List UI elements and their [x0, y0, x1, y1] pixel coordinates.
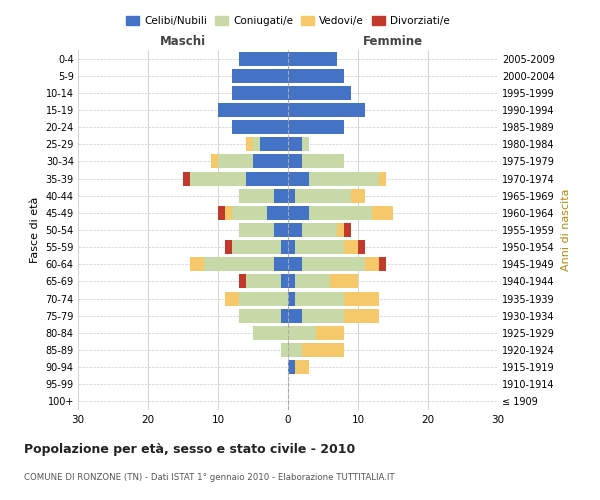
- Bar: [281, 274, 288, 288]
- Bar: [239, 52, 288, 66]
- Bar: [295, 188, 351, 202]
- Bar: [358, 240, 365, 254]
- Bar: [330, 274, 358, 288]
- Bar: [281, 308, 288, 322]
- Bar: [288, 223, 302, 237]
- Bar: [302, 258, 365, 272]
- Bar: [288, 326, 316, 340]
- Bar: [274, 188, 288, 202]
- Bar: [288, 52, 337, 66]
- Bar: [246, 138, 253, 151]
- Bar: [225, 206, 232, 220]
- Bar: [253, 326, 288, 340]
- Bar: [239, 274, 246, 288]
- Bar: [190, 172, 246, 185]
- Bar: [218, 103, 288, 117]
- Bar: [302, 138, 309, 151]
- Bar: [288, 206, 309, 220]
- Bar: [302, 154, 344, 168]
- Bar: [295, 292, 344, 306]
- Bar: [190, 258, 204, 272]
- Bar: [365, 258, 379, 272]
- Bar: [211, 154, 218, 168]
- Bar: [232, 240, 281, 254]
- Bar: [288, 188, 295, 202]
- Bar: [274, 258, 288, 272]
- Bar: [288, 138, 302, 151]
- Bar: [344, 308, 379, 322]
- Bar: [288, 86, 351, 100]
- Bar: [239, 308, 281, 322]
- Bar: [288, 103, 365, 117]
- Text: Popolazione per età, sesso e stato civile - 2010: Popolazione per età, sesso e stato civil…: [24, 442, 355, 456]
- Bar: [295, 240, 344, 254]
- Bar: [267, 206, 288, 220]
- Text: COMUNE DI RONZONE (TN) - Dati ISTAT 1° gennaio 2010 - Elaborazione TUTTITALIA.IT: COMUNE DI RONZONE (TN) - Dati ISTAT 1° g…: [24, 472, 395, 482]
- Bar: [288, 258, 302, 272]
- Bar: [288, 360, 295, 374]
- Bar: [281, 240, 288, 254]
- Bar: [232, 68, 288, 82]
- Bar: [379, 258, 386, 272]
- Bar: [239, 292, 288, 306]
- Bar: [246, 172, 288, 185]
- Bar: [302, 223, 337, 237]
- Bar: [225, 292, 239, 306]
- Bar: [288, 120, 344, 134]
- Bar: [337, 223, 344, 237]
- Bar: [218, 154, 253, 168]
- Bar: [309, 172, 379, 185]
- Text: Maschi: Maschi: [160, 36, 206, 49]
- Bar: [295, 274, 330, 288]
- Bar: [253, 138, 260, 151]
- Bar: [288, 343, 302, 357]
- Bar: [204, 258, 274, 272]
- Bar: [302, 308, 344, 322]
- Bar: [260, 138, 288, 151]
- Bar: [288, 172, 309, 185]
- Bar: [239, 223, 274, 237]
- Bar: [232, 120, 288, 134]
- Bar: [288, 240, 295, 254]
- Bar: [183, 172, 190, 185]
- Bar: [218, 206, 225, 220]
- Bar: [239, 188, 274, 202]
- Bar: [344, 292, 379, 306]
- Bar: [344, 240, 358, 254]
- Bar: [232, 206, 267, 220]
- Bar: [281, 343, 288, 357]
- Bar: [344, 223, 351, 237]
- Bar: [274, 223, 288, 237]
- Bar: [288, 292, 295, 306]
- Bar: [225, 240, 232, 254]
- Text: Femmine: Femmine: [363, 36, 423, 49]
- Bar: [351, 188, 365, 202]
- Bar: [288, 154, 302, 168]
- Bar: [302, 343, 344, 357]
- Bar: [316, 326, 344, 340]
- Bar: [379, 172, 386, 185]
- Bar: [288, 308, 302, 322]
- Legend: Celibi/Nubili, Coniugati/e, Vedovi/e, Divorziati/e: Celibi/Nubili, Coniugati/e, Vedovi/e, Di…: [122, 12, 454, 30]
- Bar: [295, 360, 309, 374]
- Bar: [372, 206, 393, 220]
- Bar: [246, 274, 281, 288]
- Y-axis label: Anni di nascita: Anni di nascita: [560, 188, 571, 271]
- Bar: [288, 274, 295, 288]
- Y-axis label: Fasce di età: Fasce di età: [30, 197, 40, 263]
- Bar: [253, 154, 288, 168]
- Bar: [288, 68, 344, 82]
- Bar: [232, 86, 288, 100]
- Bar: [309, 206, 372, 220]
